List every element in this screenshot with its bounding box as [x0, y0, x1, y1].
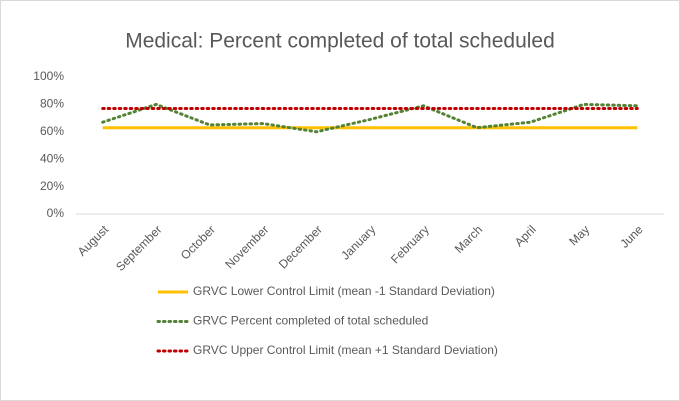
- y-tick-label: 100%: [33, 69, 64, 83]
- y-tick-label: 20%: [40, 179, 64, 193]
- legend-label: GRVC Lower Control Limit (mean -1 Standa…: [193, 284, 495, 298]
- y-tick-label: 60%: [40, 124, 64, 138]
- legend-label: GRVC Percent completed of total schedule…: [193, 314, 428, 328]
- y-tick-label: 40%: [40, 151, 64, 165]
- line-series: [101, 102, 639, 134]
- y-tick-label: 0%: [47, 206, 65, 220]
- y-tick-label: 80%: [40, 97, 64, 111]
- legend-label: GRVC Upper Control Limit (mean +1 Standa…: [193, 343, 498, 357]
- chart-title: Medical: Percent completed of total sche…: [125, 30, 555, 53]
